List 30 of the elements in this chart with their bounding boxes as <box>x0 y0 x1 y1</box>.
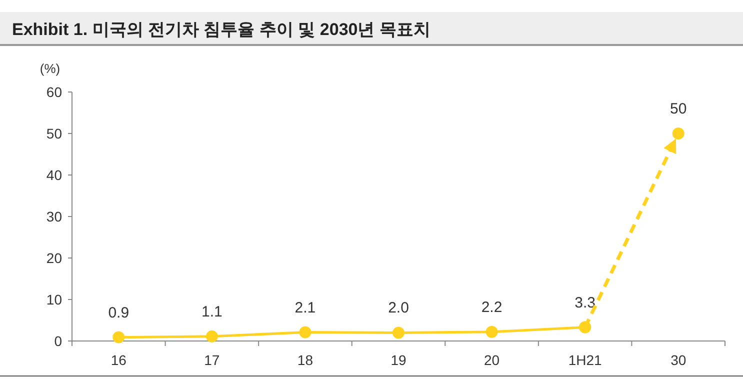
x-tick-label: 1H21 <box>568 352 602 368</box>
x-tick-label: 16 <box>110 352 127 368</box>
point <box>579 321 592 334</box>
x-tick-label: 17 <box>204 352 220 368</box>
data-label: 1.1 <box>202 303 222 320</box>
data-label: 3.3 <box>574 294 596 312</box>
data-label: 50 <box>670 100 687 118</box>
y-axis-title: (%) <box>40 61 60 76</box>
x-tick-label: 30 <box>670 352 686 368</box>
x-tick-label: 19 <box>390 352 406 368</box>
data-label: 0.9 <box>108 304 130 322</box>
data-label: 2.2 <box>481 298 502 316</box>
point <box>672 128 684 140</box>
y-tick-label: 20 <box>46 250 62 266</box>
data-label: 2.1 <box>294 299 316 316</box>
point <box>206 330 218 342</box>
y-tick-label: 30 <box>46 208 62 224</box>
point <box>486 326 498 338</box>
y-tick-label: 60 <box>46 84 62 100</box>
x-tick-label: 20 <box>484 352 500 368</box>
x-tick-label: 18 <box>297 352 314 368</box>
point <box>112 331 125 344</box>
y-tick-label: 50 <box>46 126 62 142</box>
point <box>392 326 404 339</box>
y-tick-label: 10 <box>46 292 62 308</box>
y-tick-label: 40 <box>46 167 62 183</box>
y-tick-label: 0 <box>54 333 62 349</box>
data-label: 2.0 <box>388 300 409 317</box>
point <box>299 326 312 338</box>
chart-title: Exhibit 1. 미국의 전기차 침투율 추이 및 2030년 목표치 <box>12 20 430 39</box>
